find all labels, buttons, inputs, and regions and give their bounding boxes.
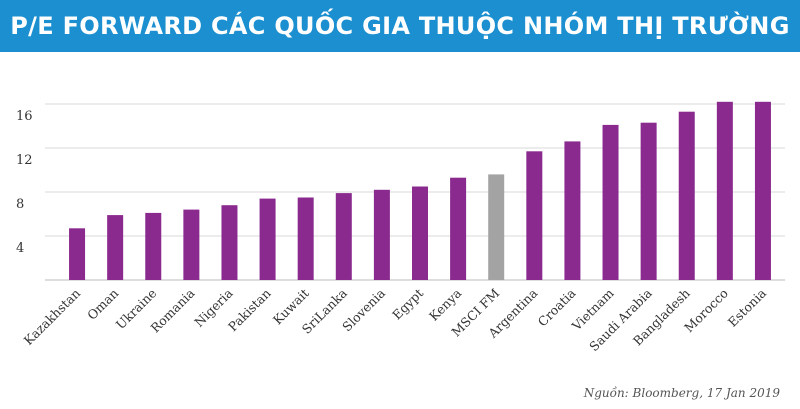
x-tick-label: Estonia	[725, 285, 770, 330]
bar	[183, 209, 200, 280]
bar	[564, 141, 581, 280]
x-tick-label: Pakistan	[225, 286, 274, 335]
bar	[450, 177, 467, 280]
bar	[145, 212, 162, 280]
bar	[488, 174, 505, 280]
bar	[297, 197, 314, 280]
bar	[221, 205, 238, 280]
bar	[373, 189, 390, 280]
chart-title: P/E FORWARD CÁC QUỐC GIA THUỘC NHÓM THỊ …	[0, 0, 800, 92]
bar	[335, 193, 352, 280]
x-tick-label: Slovenia	[339, 285, 388, 334]
bar	[412, 186, 428, 280]
bar	[69, 228, 86, 280]
y-tick-label: 16	[16, 109, 33, 124]
bar	[678, 111, 695, 280]
y-tick-label: 12	[16, 153, 33, 168]
chart: Nguồn: Bloomberg, 17 Jan 2019 4 8 12 16 Kaza…	[16, 101, 785, 400]
bar	[107, 215, 124, 280]
bar	[602, 124, 619, 281]
y-tick-label: 8	[16, 197, 24, 212]
x-tick-label: Oman	[84, 286, 121, 323]
x-tick-label: Egypt	[389, 286, 426, 323]
bar	[716, 101, 733, 280]
source-note: Nguồn: Bloomberg, 17 Jan 2019	[583, 385, 781, 400]
bar	[754, 101, 771, 280]
y-tick-label: 4	[16, 241, 24, 256]
bar	[526, 151, 543, 280]
x-tick-label: Kazakhstan	[21, 286, 84, 349]
bar	[259, 198, 276, 280]
bar	[640, 122, 657, 280]
